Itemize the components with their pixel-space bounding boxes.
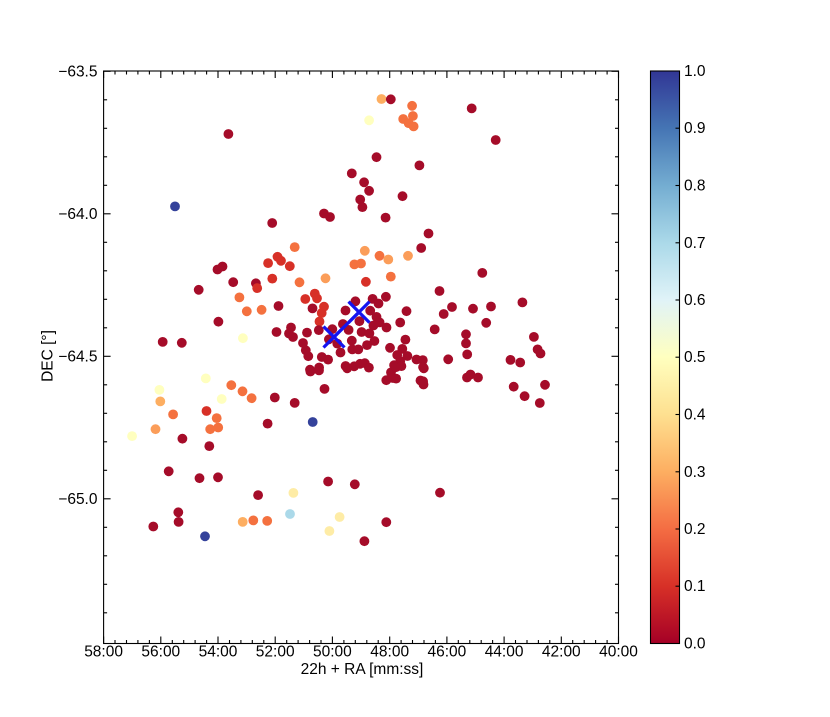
- svg-text:40:00: 40:00: [599, 644, 638, 661]
- svg-text:0.9: 0.9: [684, 120, 706, 137]
- svg-text:1.0: 1.0: [684, 63, 706, 80]
- svg-text:0.2: 0.2: [684, 521, 706, 538]
- svg-text:−63.5: −63.5: [58, 63, 97, 80]
- svg-text:48:00: 48:00: [370, 644, 409, 661]
- svg-text:0.1: 0.1: [684, 578, 706, 595]
- svg-text:DEC [°]: DEC [°]: [40, 330, 57, 382]
- svg-text:52:00: 52:00: [256, 644, 295, 661]
- svg-text:22h + RA [mm:ss]: 22h + RA [mm:ss]: [301, 661, 424, 678]
- svg-text:0.8: 0.8: [684, 178, 706, 195]
- svg-text:0.0: 0.0: [684, 636, 706, 653]
- svg-text:58:00: 58:00: [84, 644, 123, 661]
- svg-text:0.4: 0.4: [684, 407, 706, 424]
- svg-text:−65.0: −65.0: [58, 491, 98, 508]
- svg-text:0.3: 0.3: [684, 464, 706, 481]
- svg-text:44:00: 44:00: [485, 644, 524, 661]
- svg-text:56:00: 56:00: [141, 644, 180, 661]
- svg-text:0.7: 0.7: [684, 235, 706, 252]
- svg-text:0.6: 0.6: [684, 292, 706, 309]
- svg-text:46:00: 46:00: [428, 644, 467, 661]
- svg-text:−64.0: −64.0: [58, 206, 98, 223]
- svg-text:50:00: 50:00: [313, 644, 352, 661]
- svg-text:42:00: 42:00: [542, 644, 581, 661]
- svg-text:0.5: 0.5: [684, 349, 706, 366]
- svg-text:−64.5: −64.5: [58, 348, 97, 365]
- svg-text:54:00: 54:00: [199, 644, 238, 661]
